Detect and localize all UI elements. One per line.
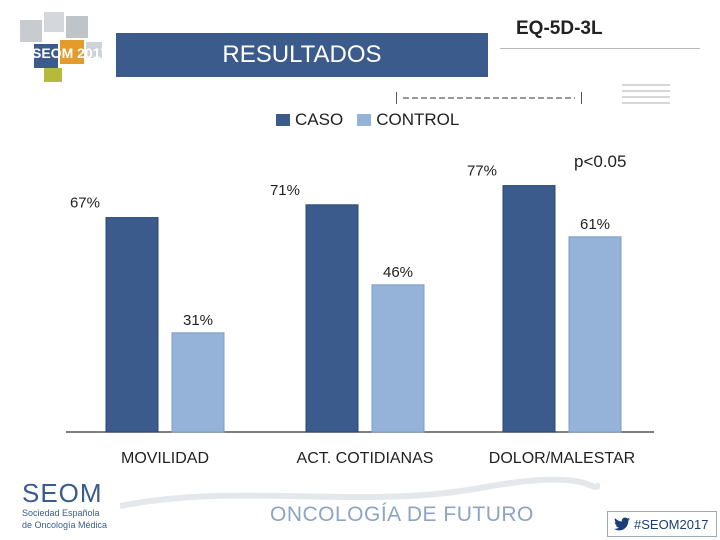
legend-item-caso: CASO xyxy=(276,110,343,130)
twitter-bird-icon xyxy=(614,517,630,531)
scanned-side-text xyxy=(622,84,670,104)
footer-brand: SEOM xyxy=(22,478,103,508)
bar-control-3 xyxy=(568,236,622,433)
bar-caso-2 xyxy=(305,204,359,433)
chart-legend: CASO CONTROL xyxy=(276,110,473,130)
title-underline xyxy=(500,48,700,49)
hashtag-badge: #SEOM2017 xyxy=(607,511,717,537)
data-label-control-2: 46% xyxy=(383,264,413,281)
slide-title: RESULTADOS xyxy=(116,33,488,77)
scanned-text-strip xyxy=(396,92,582,104)
category-label-1: MOVILIDAD xyxy=(121,450,209,467)
footer-wave-decoration xyxy=(119,476,603,512)
bar-control-2 xyxy=(371,284,425,433)
data-label-caso-3: 77% xyxy=(467,163,497,180)
category-label-3: DOLOR/MALESTAR xyxy=(489,450,635,467)
data-label-control-3: 61% xyxy=(580,216,610,233)
bar-caso-3 xyxy=(502,185,556,433)
footer-slogan: ONCOLOGÍA DE FUTURO xyxy=(270,503,534,526)
questionnaire-title: EQ-5D-3L xyxy=(516,18,603,39)
legend-label-control: CONTROL xyxy=(376,110,460,129)
logo-text: SEOM 2017 xyxy=(32,45,106,61)
legend-label-caso: CASO xyxy=(295,110,344,129)
bar-caso-1 xyxy=(105,217,159,433)
data-label-caso-1: 67% xyxy=(70,195,100,212)
p-value-annotation: p<0.05 xyxy=(574,152,627,171)
hashtag-text: #SEOM2017 xyxy=(634,516,709,532)
bar-control-1 xyxy=(171,332,225,433)
legend-swatch-caso xyxy=(276,114,290,126)
seom-footer-logo: SEOM Sociedad Española de Oncología Médi… xyxy=(22,480,122,530)
seom-2017-logo: SEOM 2017 xyxy=(20,12,106,82)
legend-swatch-control xyxy=(357,114,372,126)
data-label-caso-2: 71% xyxy=(270,182,300,199)
category-label-2: ACT. COTIDIANAS xyxy=(297,450,434,467)
data-label-control-1: 31% xyxy=(183,312,213,329)
footer-brand-sub2: de Oncología Médica xyxy=(22,520,108,530)
legend-item-control: CONTROL xyxy=(357,110,459,130)
footer-brand-sub1: Sociedad Española xyxy=(22,508,100,518)
